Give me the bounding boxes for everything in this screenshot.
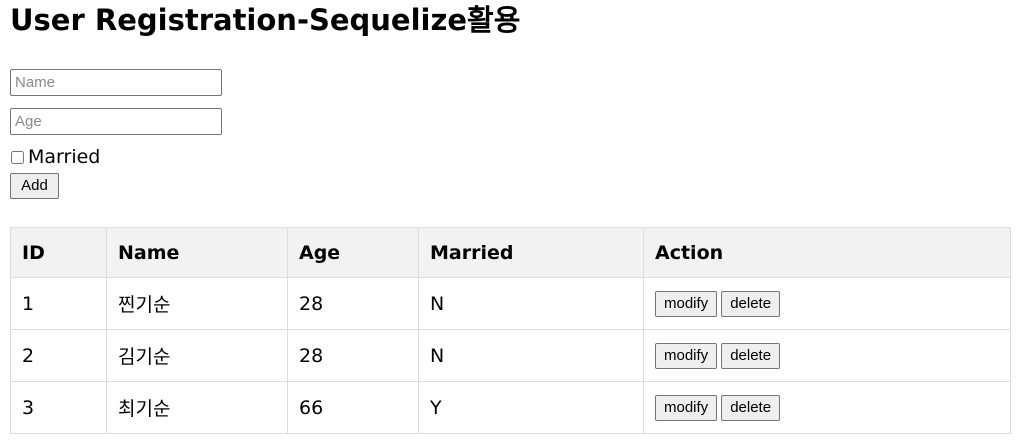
column-header-married: Married (418, 227, 644, 278)
cell-id: 3 (10, 381, 107, 434)
table-row: 2 김기순 28 N modify delete (10, 329, 1011, 382)
column-header-age: Age (287, 227, 419, 278)
users-table: ID Name Age Married Action 1 찐기순 28 N mo… (10, 227, 1011, 434)
add-button[interactable]: Add (10, 173, 59, 199)
modify-button[interactable]: modify (655, 394, 718, 421)
cell-action: modify delete (643, 329, 1011, 382)
married-label: Married (28, 146, 101, 168)
table-row: 1 찐기순 28 N modify delete (10, 277, 1011, 330)
cell-name: 찐기순 (106, 277, 288, 330)
cell-married: N (418, 277, 644, 330)
cell-name: 김기순 (106, 329, 288, 382)
cell-married: N (418, 329, 644, 382)
cell-id: 2 (10, 329, 107, 382)
page-title: User Registration-Sequelize활용 (10, 3, 521, 37)
cell-action: modify delete (643, 381, 1011, 434)
table-row: 3 최기순 66 Y modify delete (10, 381, 1011, 434)
cell-action: modify delete (643, 277, 1011, 330)
column-header-name: Name (106, 227, 288, 278)
name-input[interactable] (10, 69, 222, 96)
age-input[interactable] (10, 108, 222, 135)
married-row: Married (10, 146, 310, 168)
married-checkbox[interactable] (11, 150, 24, 164)
cell-age: 28 (287, 329, 419, 382)
column-header-id: ID (10, 227, 107, 278)
delete-button[interactable]: delete (721, 290, 781, 317)
cell-age: 28 (287, 277, 419, 330)
cell-married: Y (418, 381, 644, 434)
table-header-row: ID Name Age Married Action (10, 227, 1011, 278)
modify-button[interactable]: modify (655, 290, 718, 317)
cell-id: 1 (10, 277, 107, 330)
column-header-action: Action (643, 227, 1011, 278)
delete-button[interactable]: delete (721, 342, 781, 369)
registration-form: Married Add (10, 69, 310, 199)
cell-age: 66 (287, 381, 419, 434)
modify-button[interactable]: modify (655, 342, 718, 369)
delete-button[interactable]: delete (721, 394, 781, 421)
cell-name: 최기순 (106, 381, 288, 434)
